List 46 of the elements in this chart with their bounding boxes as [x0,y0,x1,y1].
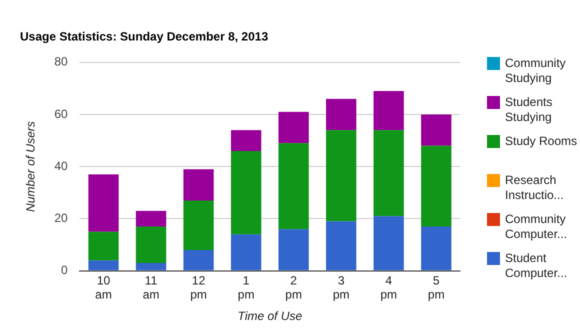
y-tick-label: 80 [54,54,68,69]
legend-label: Study Rooms [505,134,578,149]
bar [421,226,452,270]
bar [421,146,452,227]
bar [374,130,404,216]
bar [183,169,214,200]
bar [88,232,119,260]
bar [326,221,356,270]
bar [230,130,262,151]
y-tick-label: 0 [61,263,68,278]
y-axis-title: Number of Users [24,121,38,212]
x-tick-label: 11 am [142,273,160,302]
bar [136,210,166,227]
bar [278,229,309,270]
y-tick-label: 40 [54,158,68,173]
bar [230,234,262,270]
bar [326,130,356,222]
x-tick-label: 2 pm [285,273,302,302]
bar [278,112,309,144]
x-axis-title: Time of Use [238,309,302,324]
bar [88,260,119,270]
x-tick-label: 4 pm [380,273,398,302]
x-tick-label: 12 pm [190,273,207,302]
x-tick-label: 1 pm [238,273,254,302]
bar [421,114,452,146]
bar [374,216,404,270]
y-tick-label: 60 [54,106,68,121]
legend-label: Community Studying [505,56,567,86]
legend-label: Community Computer... [505,212,568,242]
bar [88,174,119,232]
bar [183,250,214,270]
x-tick-label: 10 am [95,273,112,302]
bar [183,200,214,250]
x-tick-label: 5 pm [428,273,445,302]
legend-label: Student Computer... [505,251,568,281]
bar [278,143,309,230]
y-tick-label: 20 [54,211,68,226]
chart-title: Usage Statistics: Sunday December 8, 2013 [20,30,268,44]
bar [374,91,404,130]
bar [326,98,356,130]
bar [230,150,262,234]
bar [136,226,166,263]
x-tick-label: 3 pm [332,273,350,302]
bar [136,262,166,270]
legend-label: Research Instructio... [505,173,565,203]
legend-label: Students Studying [505,95,554,125]
